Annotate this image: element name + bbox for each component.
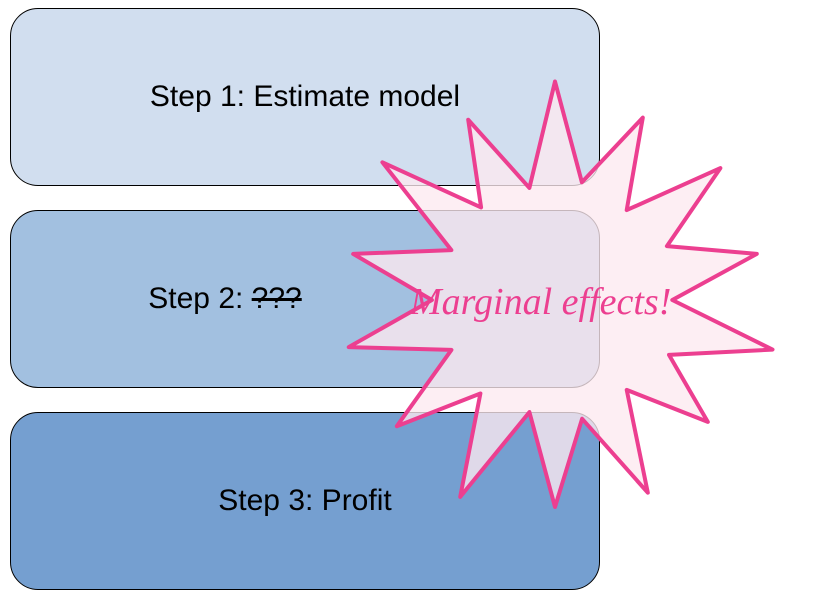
starburst bbox=[321, 66, 789, 534]
starburst-shape bbox=[321, 66, 789, 534]
step-2-struck: ??? bbox=[252, 282, 302, 315]
step-2-label: Step 2: ??? bbox=[148, 282, 301, 316]
step-2-prefix: Step 2: bbox=[148, 282, 251, 315]
